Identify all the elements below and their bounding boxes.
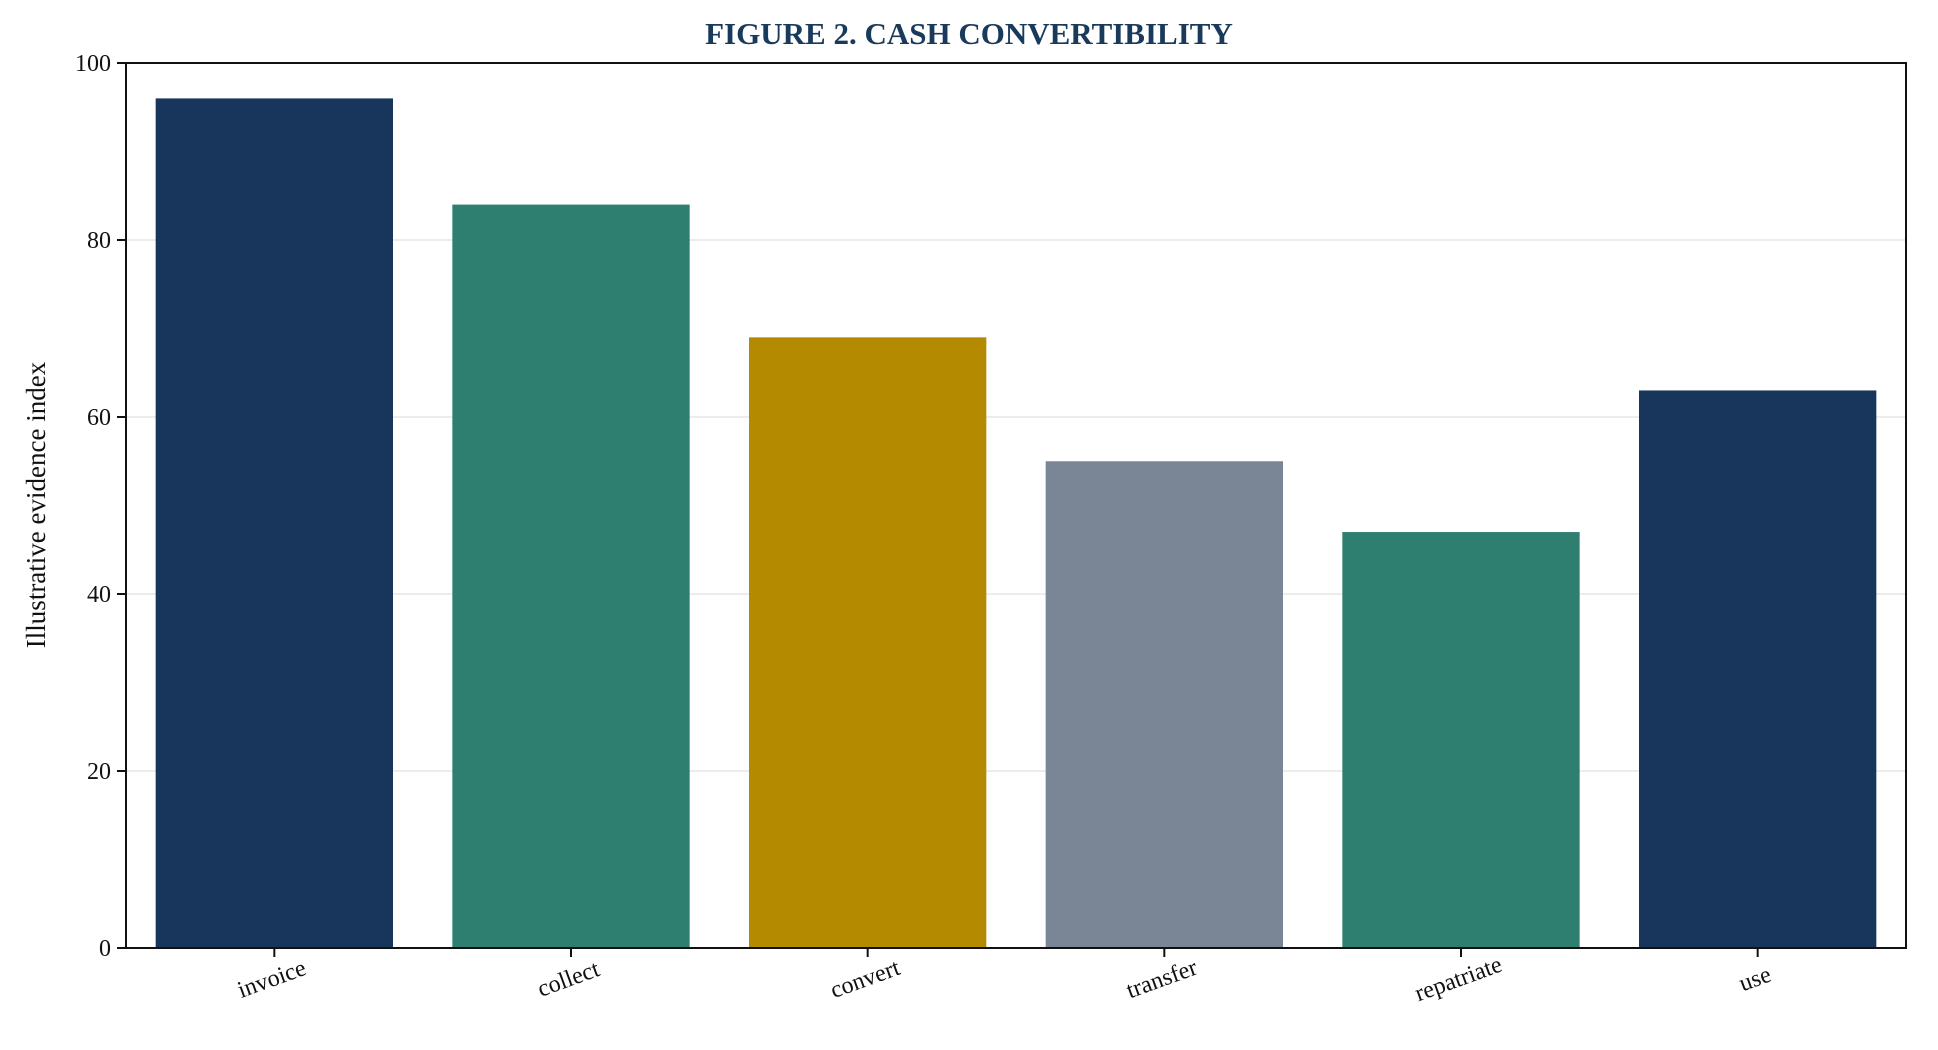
x-tick-label: transfer	[1123, 955, 1201, 1005]
x-tick-label: convert	[827, 955, 904, 1004]
y-tick-label: 20	[87, 759, 111, 785]
bar-transfer	[1045, 461, 1283, 948]
y-tick-label: 0	[99, 936, 111, 962]
bar-use	[1639, 390, 1877, 948]
plot-frame	[125, 62, 1907, 949]
bar-convert	[749, 337, 987, 949]
x-axis: invoice collect convert transfer repatriate u…	[234, 948, 1775, 1007]
x-tick-label: use	[1736, 962, 1775, 997]
x-tick-label: collect	[534, 956, 603, 1002]
y-tick-label: 80	[87, 228, 111, 254]
x-tick-label: repatriate	[1412, 952, 1506, 1007]
y-axis-label: Illustrative evidence index	[21, 361, 51, 648]
y-tick-label: 100	[75, 51, 111, 77]
y-tick-label: 40	[87, 582, 111, 608]
bars	[155, 98, 1877, 949]
gridlines	[126, 239, 1906, 772]
chart-title: FIGURE 2. CASH CONVERTIBILITY	[705, 16, 1233, 51]
y-tick-label: 60	[87, 405, 111, 431]
bar-collect	[452, 204, 690, 949]
x-tick-label: invoice	[234, 955, 309, 1004]
bar-invoice	[155, 98, 393, 948]
bar-repatriate	[1342, 532, 1580, 948]
y-axis: 0 20 40 60 80 100	[75, 51, 126, 962]
